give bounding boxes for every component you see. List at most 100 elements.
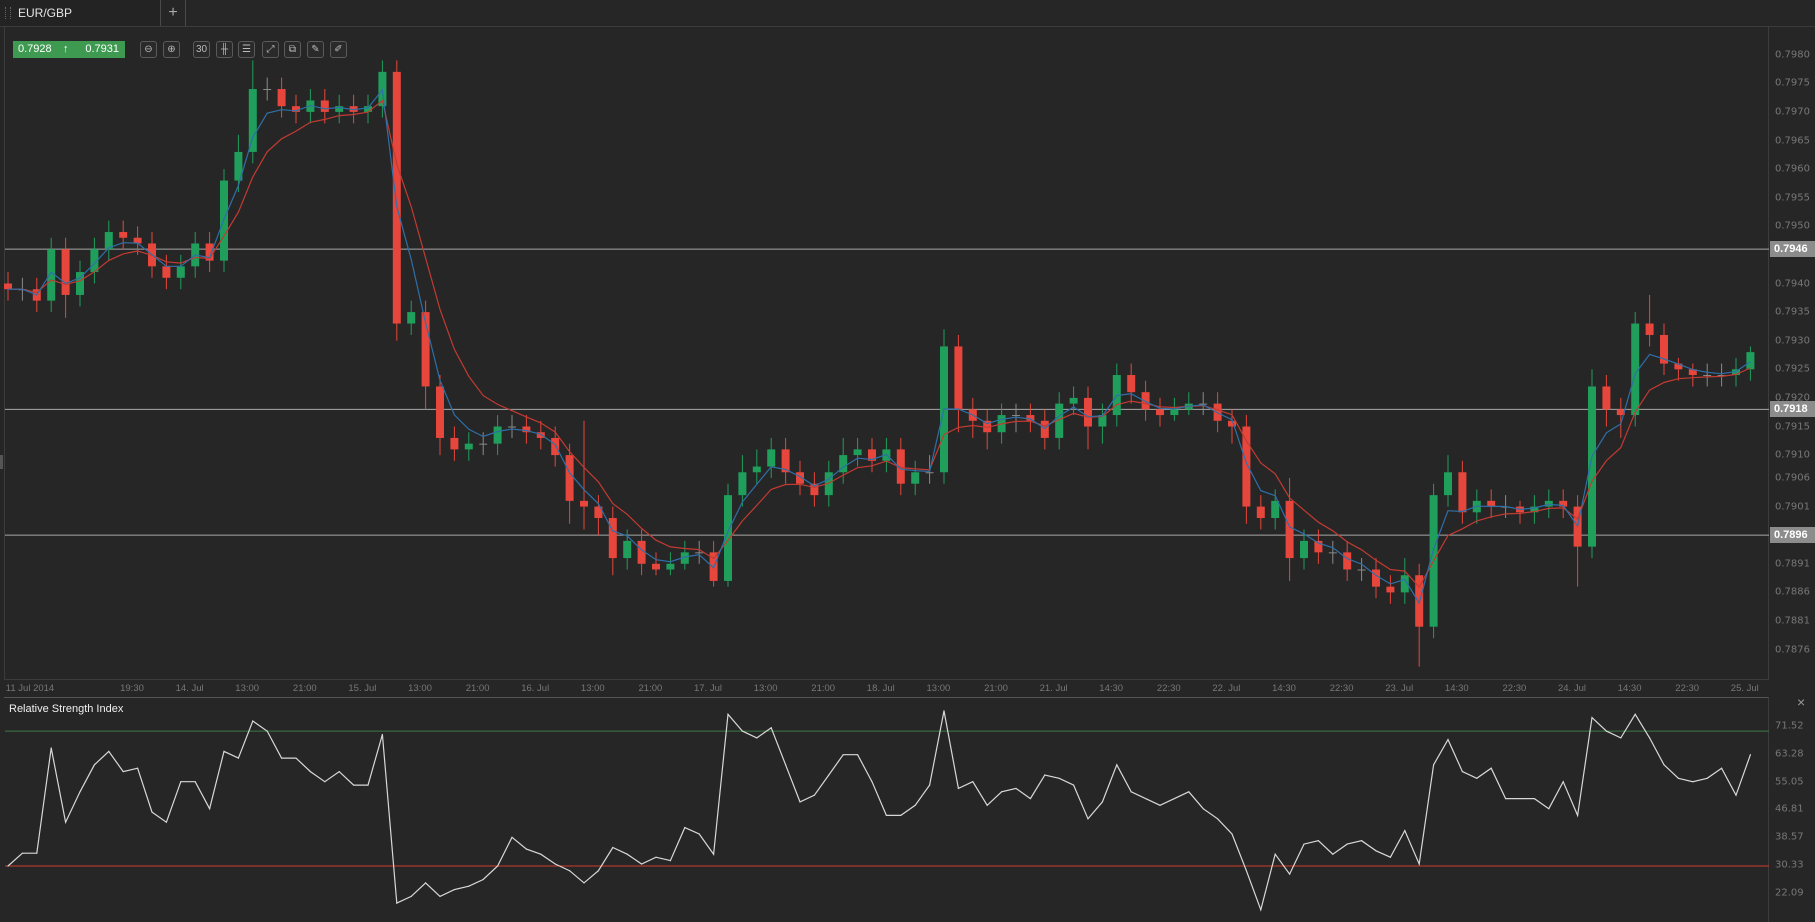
candle-body [1717,375,1726,377]
indicators-icon[interactable]: ☰ [238,41,255,58]
time-tick-label: 13:00 [926,683,951,694]
rsi-point [799,801,801,803]
time-tick-label: 16. Jul [521,683,550,694]
add-tab-button[interactable]: + [161,0,186,26]
rsi-point [1749,754,1751,756]
rsi-point [396,902,398,904]
rsi-point [252,720,254,722]
candle-body [925,472,934,474]
candle-body [608,518,617,559]
candle-body [1530,506,1539,513]
rsi-point [1217,818,1219,820]
candle-body [248,89,257,152]
edit-icon[interactable]: ✎ [307,41,324,58]
rsi-point [727,713,729,715]
autoscale-icon[interactable]: ⤢ [262,41,279,58]
price-chart-area[interactable] [4,26,1769,680]
rsi-point [209,808,211,810]
duplicate-icon[interactable]: ⧉ [284,41,301,58]
rsi-point [1404,829,1406,832]
rsi-point [1188,791,1190,793]
rsi-point [1159,804,1161,806]
candle-body [536,432,545,438]
rsi-point [741,730,744,732]
time-tick-label: 11 Jul 2014 [5,683,55,694]
candle-body [1141,392,1150,410]
draw-icon[interactable]: ✐ [330,41,347,58]
rsi-title: Relative Strength Index [9,703,124,715]
price-line-badge: 0.7896 [1770,527,1815,544]
rsi-point [1332,853,1334,855]
rsi-point [453,889,455,891]
candle-body [508,426,516,428]
time-tick-label: 22:30 [1156,683,1181,694]
candle-body [565,455,574,501]
candle-body [450,437,459,450]
rsi-point [900,814,902,817]
candle-body [407,312,416,324]
rsi-point [655,856,657,858]
zoom-out-icon[interactable]: ⊖ [140,41,157,58]
rsi-point [1058,777,1060,779]
rsi-point [641,863,643,865]
price-tick-label: 0.7940 [1775,278,1810,289]
candle-body [896,449,905,484]
rsi-point [295,757,297,759]
candle-body [1156,409,1164,416]
time-tick-label: 23. Jul [1385,683,1414,694]
chart-type-candles-icon[interactable]: ╫ [216,41,233,58]
rsi-point [410,895,412,897]
rsi-point [1461,770,1463,773]
time-tick-label: 14:30 [1444,683,1469,694]
price-tick-label: 0.7886 [1775,586,1810,598]
time-tick-label: 14:30 [1617,683,1642,694]
close-rsi-icon[interactable]: × [1797,694,1806,710]
candle-body [277,89,286,107]
candle-body [1746,352,1755,370]
rsi-point [223,750,225,752]
rsi-point [1029,797,1031,800]
time-tick-label: 19:30 [120,683,144,694]
time-tick-label: 13:00 [580,683,605,694]
tab-eur-gbp[interactable]: EUR/GBP [0,0,161,26]
drag-grip-icon[interactable] [5,7,11,19]
timeframe-icon[interactable]: 30 [193,41,210,58]
rsi-point [626,853,628,855]
rsi-point [511,836,513,838]
rsi-panel[interactable] [4,697,1769,922]
time-tick-label: 24. Jul [1558,683,1586,694]
time-tick-label: 18. Jul [866,683,895,694]
candle-body [1588,386,1596,547]
price-tick-label: 0.7915 [1775,421,1810,432]
rsi-point [439,895,441,897]
time-tick-label: 22. Jul [1212,683,1241,694]
time-tick-label: 21:00 [292,683,317,694]
candle-body [1069,397,1078,404]
rsi-point [108,750,110,752]
candle-body [1170,409,1179,416]
candle-body [637,540,646,564]
price-tick-label: 0.7925 [1775,363,1810,375]
zoom-in-icon[interactable]: ⊕ [163,41,180,58]
rsi-point [957,787,960,790]
rsi-point [1620,737,1622,739]
rsi-point [1087,818,1089,820]
rsi-point [151,811,153,813]
rsi-point [21,852,23,854]
candle-body [349,106,358,112]
candle-body [1040,420,1049,438]
rsi-point [1591,717,1593,719]
rsi-point [309,770,311,773]
candle-body [1256,506,1265,519]
quote-badge[interactable]: 0.7928 ↑ 0.7931 [13,41,125,58]
candle-body [1328,552,1337,554]
rsi-point [1663,764,1665,766]
time-tick-label: 21:00 [465,683,490,694]
rsi-point [1562,781,1564,783]
candle-body [320,100,329,112]
rsi-point [929,784,931,786]
slow-moving-average-line [8,99,1751,589]
candle-body [767,449,776,467]
candle-body [176,266,185,278]
side-panel-handle[interactable] [0,455,3,469]
